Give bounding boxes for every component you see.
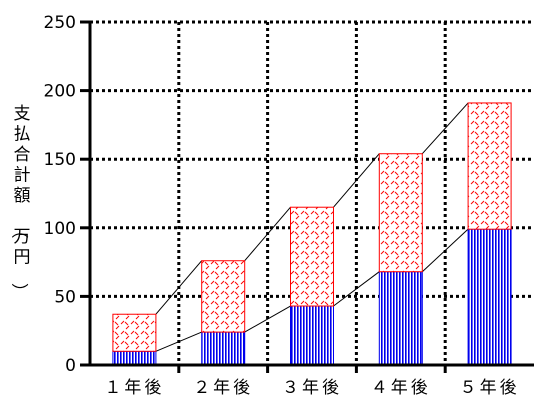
x-tick-labels: １年後 ２年後 ３年後 ４年後 ５年後 xyxy=(104,378,520,398)
y-tick-labels: 0 50 100 150 200 250 xyxy=(44,13,76,376)
y-tick-label-5: 250 xyxy=(44,13,76,33)
x-tick-label-3: ３年後 xyxy=(282,378,342,398)
bar-series2-2 xyxy=(201,260,246,333)
connector-upper-1 xyxy=(155,260,203,315)
connector-lower-1 xyxy=(155,331,202,352)
bar-series2-1 xyxy=(112,313,157,352)
y-axis-label-text: 支払合計額（万円） xyxy=(9,104,31,300)
connector-lower-3 xyxy=(333,271,380,307)
connector-upper-2 xyxy=(244,206,291,262)
bar-series2-4 xyxy=(378,153,423,273)
connector-upper-3 xyxy=(333,153,380,208)
bar-series1-5 xyxy=(467,228,512,366)
bar-series2-3 xyxy=(290,206,334,307)
bar-series1-3 xyxy=(290,305,334,366)
bar-series1-1 xyxy=(112,350,157,366)
x-tick-label-2: ２年後 xyxy=(193,378,253,398)
connector-upper-4 xyxy=(421,102,469,155)
x-tick-label-4: ４年後 xyxy=(371,378,431,398)
y-tick-label-4: 200 xyxy=(44,82,76,102)
connector-lower-2 xyxy=(244,305,291,333)
bars xyxy=(112,102,512,366)
bar-series2-5 xyxy=(467,102,512,230)
y-axis-label: 支払合計額（万円） xyxy=(9,104,31,300)
connector-lower-4 xyxy=(421,228,469,273)
bar-series1-4 xyxy=(378,271,423,366)
y-tick-label-2: 100 xyxy=(44,219,76,239)
y-tick-label-1: 50 xyxy=(54,287,76,307)
y-tick-label-0: 0 xyxy=(65,356,76,376)
connector-lines xyxy=(155,102,469,352)
x-tick-label-1: １年後 xyxy=(104,378,164,398)
y-tick-label-3: 150 xyxy=(44,150,76,170)
x-tick-label-5: ５年後 xyxy=(460,378,520,398)
bar-series1-2 xyxy=(201,331,246,366)
axes xyxy=(80,20,534,373)
